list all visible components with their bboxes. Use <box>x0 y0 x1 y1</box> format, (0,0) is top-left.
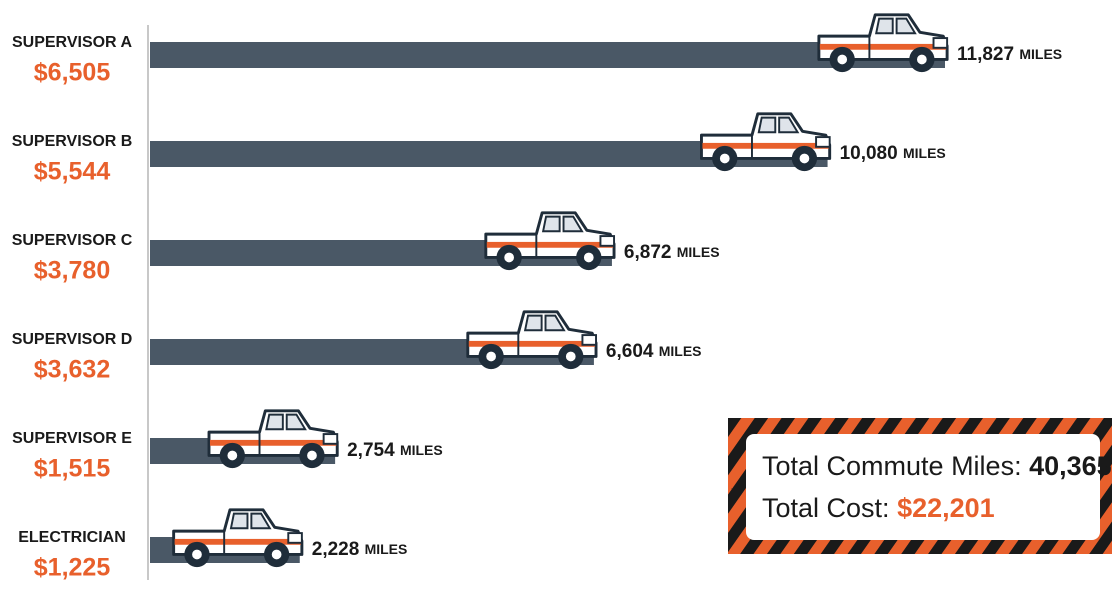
summary-label: Total Cost: <box>762 493 890 523</box>
category-label: SUPERVISOR C <box>12 232 133 249</box>
category-label: ELECTRICIAN <box>18 529 126 546</box>
summary-label: Total Commute Miles: <box>762 451 1022 481</box>
summary-box: Total Commute Miles: 40,365 Total Cost: … <box>728 418 1112 554</box>
bar <box>150 42 945 68</box>
category-label: SUPERVISOR E <box>12 430 132 447</box>
cost-label: $6,505 <box>34 59 111 87</box>
value-number: 2,228 <box>312 539 360 560</box>
summary-value: 40,365 <box>1029 451 1112 481</box>
value-unit: MILES <box>400 442 443 458</box>
category-label: SUPERVISOR A <box>12 34 132 51</box>
value-number: 6,604 <box>606 341 654 362</box>
cost-label: $5,544 <box>34 158 111 186</box>
value-unit: MILES <box>677 244 720 260</box>
value-number: 10,080 <box>840 143 898 164</box>
value-label: 6,872 MILES <box>624 242 720 263</box>
value-label: 11,827 MILES <box>957 44 1062 65</box>
summary-line: Total Commute Miles: 40,365 <box>762 451 1112 481</box>
value-number: 2,754 <box>347 440 395 461</box>
summary-value: $22,201 <box>897 493 995 523</box>
cost-label: $3,632 <box>34 356 110 384</box>
value-number: 11,827 <box>957 44 1014 65</box>
value-unit: MILES <box>903 145 946 161</box>
category-label: SUPERVISOR D <box>12 331 133 348</box>
value-label: 2,754 MILES <box>347 440 443 461</box>
value-label: 6,604 MILES <box>606 341 702 362</box>
value-unit: MILES <box>659 343 702 359</box>
value-unit: MILES <box>365 541 408 557</box>
cost-label: $1,225 <box>34 554 111 582</box>
category-label: SUPERVISOR B <box>12 133 133 150</box>
value-number: 6,872 <box>624 242 672 263</box>
summary-line: Total Cost: $22,201 <box>762 493 995 523</box>
value-unit: MILES <box>1019 46 1062 62</box>
value-label: 10,080 MILES <box>840 143 946 164</box>
cost-label: $1,515 <box>34 455 111 483</box>
cost-label: $3,780 <box>34 257 110 285</box>
value-label: 2,228 MILES <box>312 539 408 560</box>
summary-panel <box>746 434 1100 540</box>
